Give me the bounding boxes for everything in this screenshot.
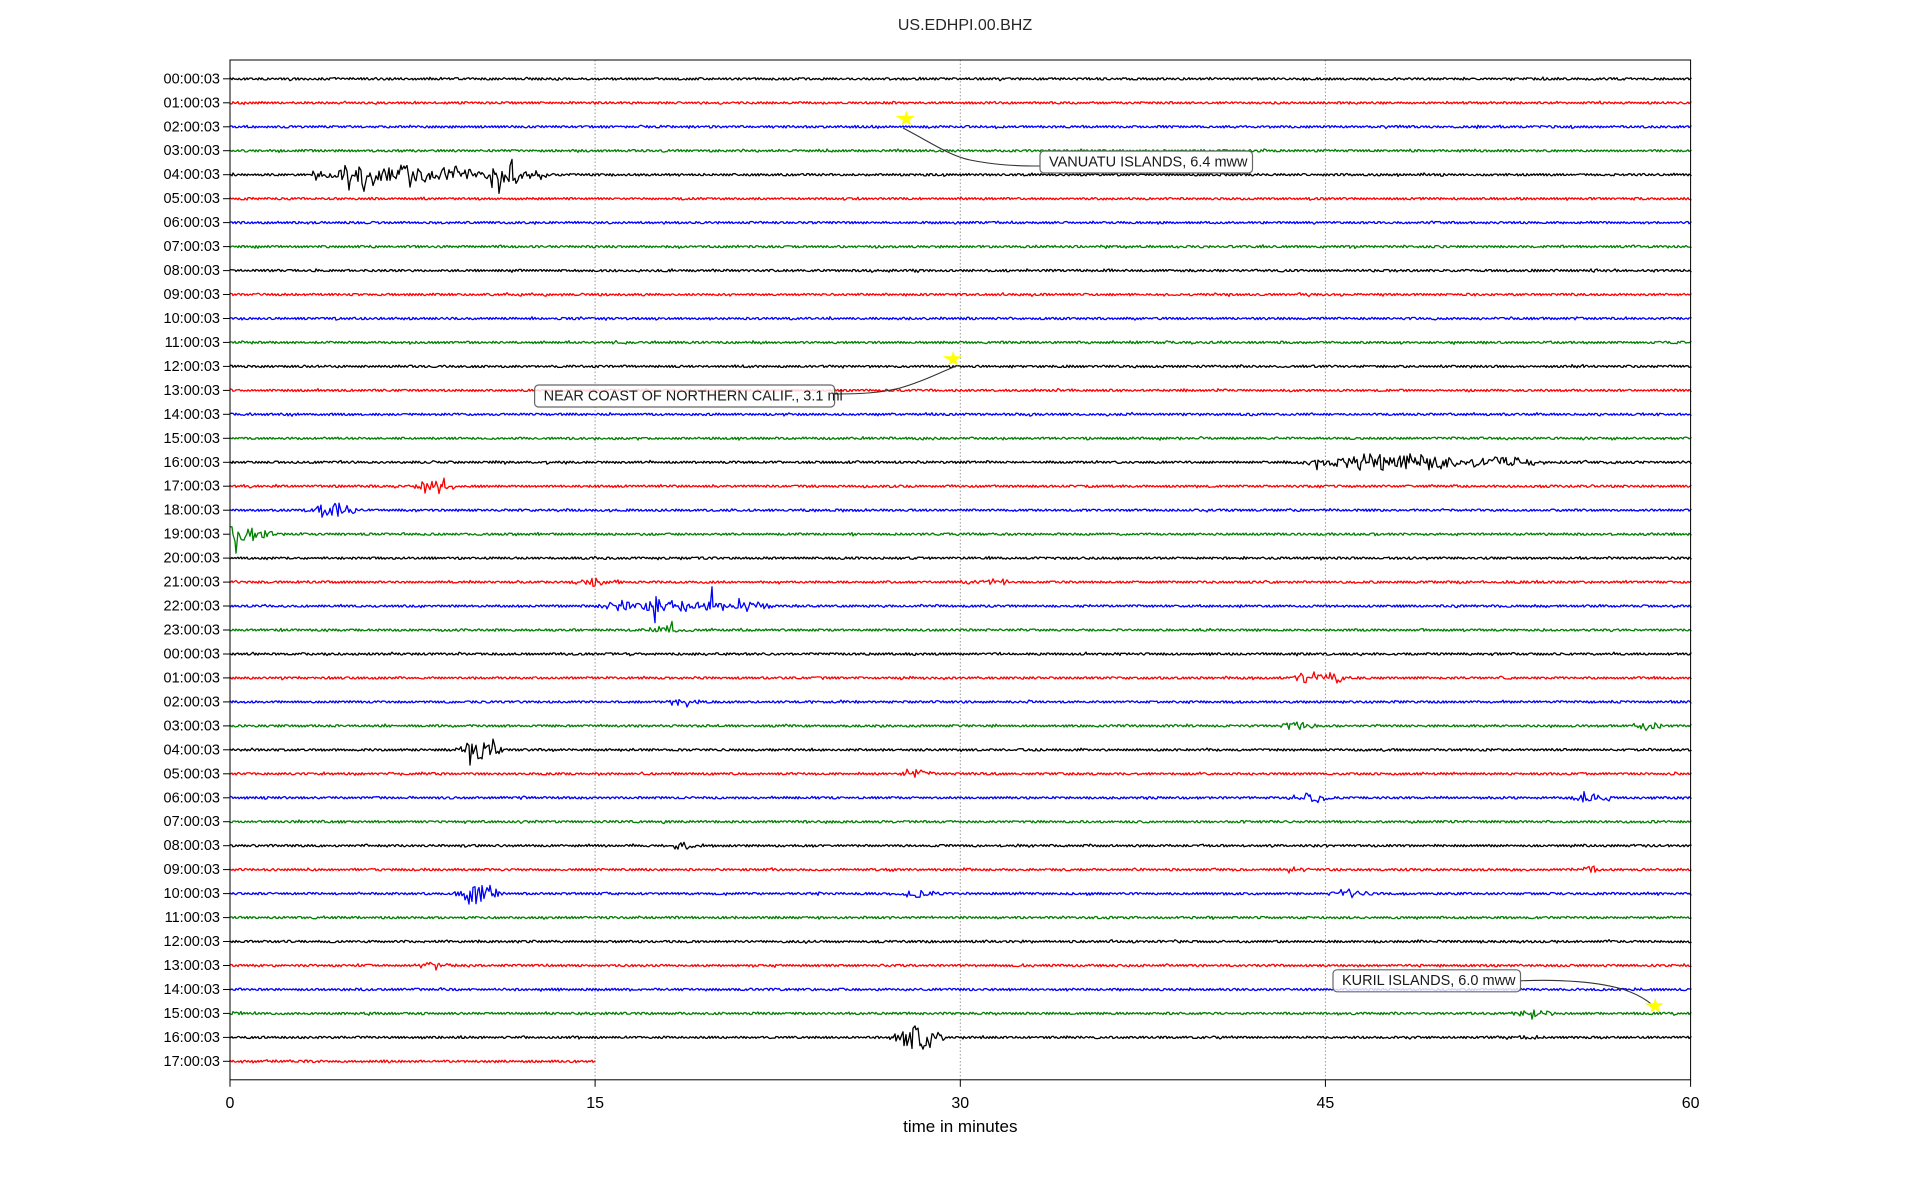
svg-text:02:00:03: 02:00:03 xyxy=(164,119,220,135)
svg-text:04:00:03: 04:00:03 xyxy=(164,167,220,183)
svg-text:00:00:03: 00:00:03 xyxy=(164,71,220,87)
svg-text:19:00:03: 19:00:03 xyxy=(164,527,220,543)
svg-text:00:00:03: 00:00:03 xyxy=(164,647,220,663)
svg-text:23:00:03: 23:00:03 xyxy=(164,623,220,639)
svg-text:30: 30 xyxy=(951,1095,969,1112)
svg-text:11:00:03: 11:00:03 xyxy=(165,910,220,926)
svg-text:16:00:03: 16:00:03 xyxy=(164,455,220,471)
svg-text:VANUATU ISLANDS, 6.4 mww: VANUATU ISLANDS, 6.4 mww xyxy=(1049,154,1248,170)
svg-text:10:00:03: 10:00:03 xyxy=(164,886,220,902)
svg-text:13:00:03: 13:00:03 xyxy=(164,958,220,974)
svg-text:01:00:03: 01:00:03 xyxy=(164,95,220,111)
svg-text:11:00:03: 11:00:03 xyxy=(165,335,220,351)
svg-text:08:00:03: 08:00:03 xyxy=(164,838,220,854)
svg-text:06:00:03: 06:00:03 xyxy=(164,790,220,806)
svg-text:04:00:03: 04:00:03 xyxy=(164,742,220,758)
svg-text:15: 15 xyxy=(586,1095,604,1112)
svg-text:0: 0 xyxy=(226,1095,235,1112)
svg-text:05:00:03: 05:00:03 xyxy=(164,766,220,782)
svg-text:US.EDHPI.00.BHZ: US.EDHPI.00.BHZ xyxy=(898,17,1032,34)
svg-text:20:00:03: 20:00:03 xyxy=(164,551,220,567)
svg-text:06:00:03: 06:00:03 xyxy=(164,215,220,231)
svg-text:NEAR COAST OF NORTHERN CALIF.,: NEAR COAST OF NORTHERN CALIF., 3.1 ml xyxy=(544,388,843,404)
svg-text:18:00:03: 18:00:03 xyxy=(164,503,220,519)
svg-text:60: 60 xyxy=(1682,1095,1700,1112)
svg-text:21:00:03: 21:00:03 xyxy=(164,575,220,591)
svg-text:17:00:03: 17:00:03 xyxy=(164,479,220,495)
svg-text:45: 45 xyxy=(1317,1095,1335,1112)
svg-text:22:00:03: 22:00:03 xyxy=(164,599,220,615)
svg-text:15:00:03: 15:00:03 xyxy=(164,1006,220,1022)
svg-text:03:00:03: 03:00:03 xyxy=(164,143,220,159)
svg-text:09:00:03: 09:00:03 xyxy=(164,287,220,303)
svg-text:01:00:03: 01:00:03 xyxy=(164,670,220,686)
svg-text:12:00:03: 12:00:03 xyxy=(164,934,220,950)
svg-text:16:00:03: 16:00:03 xyxy=(164,1030,220,1046)
svg-text:03:00:03: 03:00:03 xyxy=(164,718,220,734)
svg-text:17:00:03: 17:00:03 xyxy=(164,1054,220,1070)
svg-text:15:00:03: 15:00:03 xyxy=(164,431,220,447)
svg-text:KURIL ISLANDS, 6.0 mww: KURIL ISLANDS, 6.0 mww xyxy=(1342,973,1516,989)
svg-text:08:00:03: 08:00:03 xyxy=(164,263,220,279)
svg-text:13:00:03: 13:00:03 xyxy=(164,383,220,399)
svg-text:14:00:03: 14:00:03 xyxy=(164,407,220,423)
svg-text:14:00:03: 14:00:03 xyxy=(164,982,220,998)
svg-text:07:00:03: 07:00:03 xyxy=(164,814,220,830)
svg-text:10:00:03: 10:00:03 xyxy=(164,311,220,327)
svg-text:05:00:03: 05:00:03 xyxy=(164,191,220,207)
svg-text:12:00:03: 12:00:03 xyxy=(164,359,220,375)
svg-text:09:00:03: 09:00:03 xyxy=(164,862,220,878)
svg-text:07:00:03: 07:00:03 xyxy=(164,239,220,255)
svg-text:time in minutes: time in minutes xyxy=(903,1117,1017,1136)
svg-text:02:00:03: 02:00:03 xyxy=(164,694,220,710)
